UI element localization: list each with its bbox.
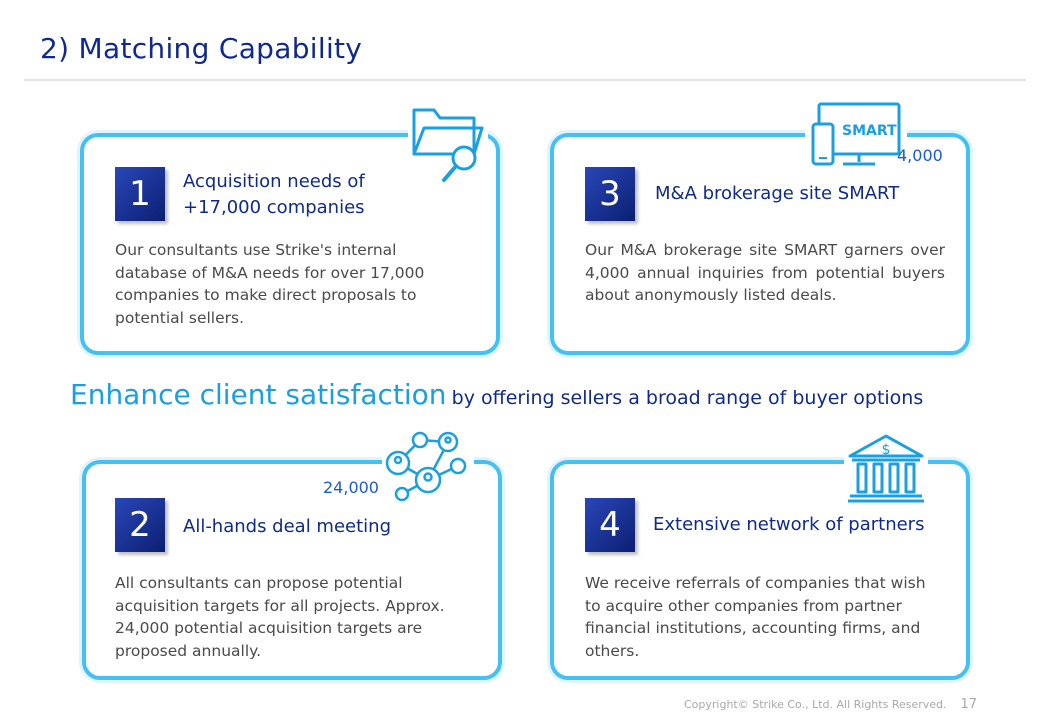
people-network-icon xyxy=(382,428,474,504)
card-title: Acquisition needs of +17,000 companies xyxy=(183,171,365,218)
footer: Copyright© Strike Co., Ltd. All Rights R… xyxy=(684,697,977,712)
card-all-hands-meeting: 2 All-hands deal meeting All consultants… xyxy=(82,460,502,680)
smart-inquiries-value: 4,000 xyxy=(897,146,943,165)
card-number-badge: 2 xyxy=(115,498,165,552)
tagline: Enhance client satisfaction by offering … xyxy=(70,378,923,411)
tagline-emphasis: Enhance client satisfaction xyxy=(70,378,447,411)
card-title: M&A brokerage site SMART xyxy=(655,183,900,204)
card-number-badge: 4 xyxy=(585,498,635,552)
folder-search-icon xyxy=(408,100,488,188)
card-title: All-hands deal meeting xyxy=(183,516,392,537)
page-title: 2) Matching Capability xyxy=(40,32,363,65)
card-body: Our M&A brokerage site SMART garners ove… xyxy=(585,241,945,304)
card-number-badge: 3 xyxy=(585,167,635,221)
page-number: 17 xyxy=(960,697,978,712)
card-body: We receive referrals of companies that w… xyxy=(585,574,926,660)
card-body: Our consultants use Strike's internal da… xyxy=(115,241,425,327)
tagline-rest: by offering sellers a broad range of buy… xyxy=(451,387,924,409)
title-divider xyxy=(24,79,1026,81)
bank-icon: $ xyxy=(844,430,928,504)
card-body: All consultants can propose potential ac… xyxy=(115,574,445,660)
computer-phone-icon xyxy=(805,100,907,172)
svg-text:$: $ xyxy=(882,442,891,458)
smart-label: SMART xyxy=(842,123,897,139)
copyright-text: Copyright© Strike Co., Ltd. All Rights R… xyxy=(684,698,947,711)
card-title: Extensive network of partners xyxy=(653,514,925,535)
card-smart-site: 3 M&A brokerage site SMART Our M&A broke… xyxy=(550,133,970,355)
card-number-badge: 1 xyxy=(115,167,165,221)
meeting-proposals-value: 24,000 xyxy=(323,478,379,497)
